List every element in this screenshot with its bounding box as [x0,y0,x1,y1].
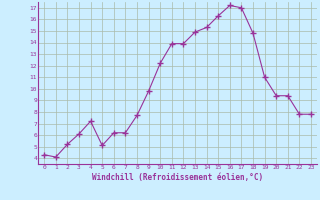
X-axis label: Windchill (Refroidissement éolien,°C): Windchill (Refroidissement éolien,°C) [92,173,263,182]
